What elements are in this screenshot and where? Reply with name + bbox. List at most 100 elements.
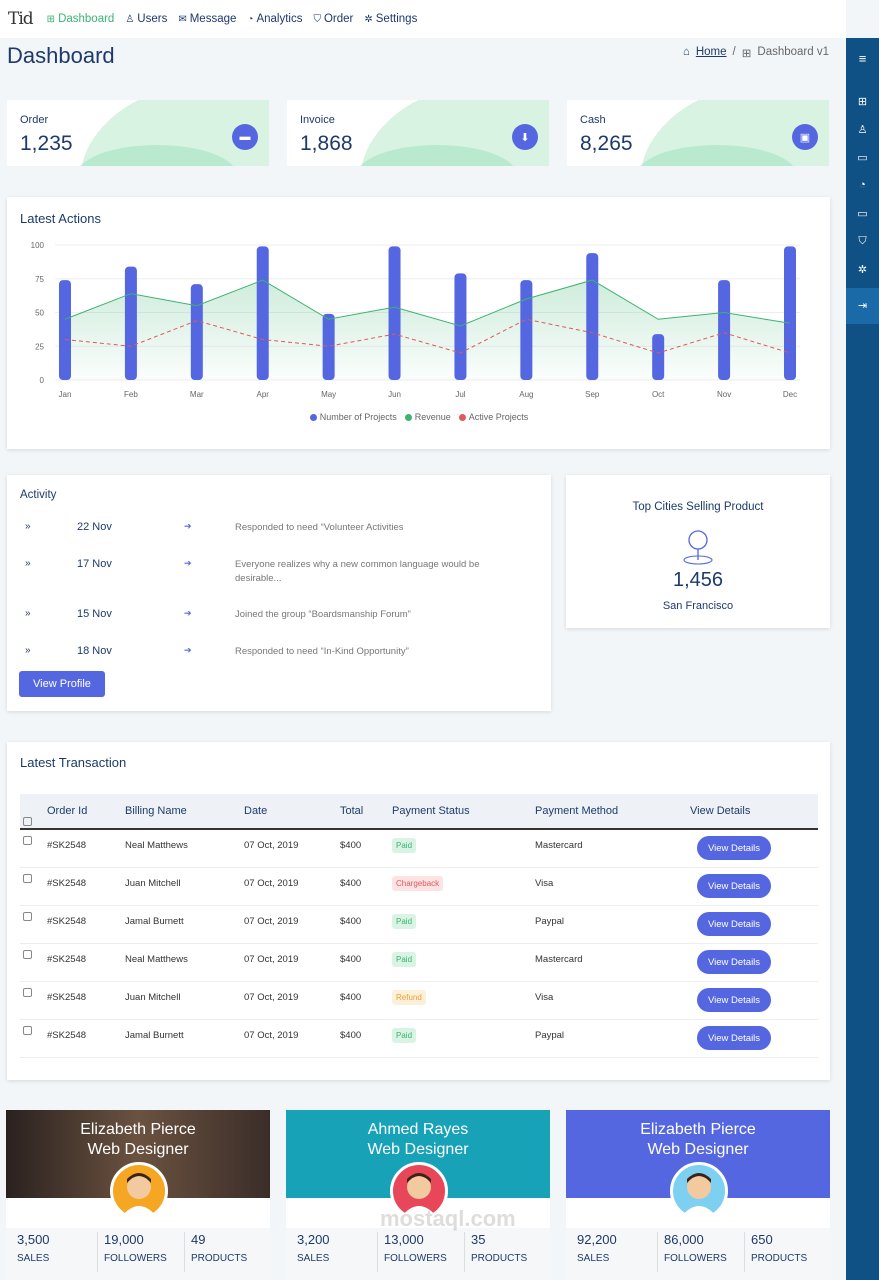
stat-card-order: Order 1,235 ▬ <box>7 100 269 166</box>
x-tick-label: Aug <box>519 390 533 399</box>
avatar[interactable] <box>390 1162 448 1220</box>
y-tick-label: 50 <box>35 309 44 318</box>
order-date: 07 Oct, 2019 <box>244 992 299 1003</box>
profile-card: Elizabeth Pierce Web Designer 3,500 SALES … <box>6 1110 270 1280</box>
latest-actions-chart: 0 25 50 75 100 Jan Feb Mar Apr May Jun Jul Aug Sep Oct… <box>31 241 800 399</box>
payment-method: Visa <box>535 878 554 889</box>
x-tick-label: May <box>321 390 336 399</box>
grid-icon: ⊞ <box>46 13 56 25</box>
stat-value: 1,868 <box>300 132 353 155</box>
order-total: $400 <box>340 954 362 965</box>
col-total[interactable]: Total <box>340 805 364 817</box>
active-projects-line <box>64 318 791 354</box>
nav-order[interactable]: ⛉ Order <box>313 13 354 25</box>
profile-products: 650 PRODUCTS <box>744 1232 807 1272</box>
y-tick-label: 25 <box>35 342 44 351</box>
avatar[interactable] <box>670 1162 728 1220</box>
view-details-button[interactable]: View Details <box>697 874 771 898</box>
bar-projects-oct <box>652 334 665 380</box>
top-cities-card: Top Cities Selling Product 1,456 San Fra… <box>566 475 830 628</box>
profile-sales: 3,500 SALES <box>17 1232 50 1264</box>
breadcrumb-home-link[interactable]: Home <box>695 46 727 58</box>
order-id: #SK2548 <box>47 1030 87 1041</box>
folder-icon: ▬ <box>232 124 258 150</box>
cart-icon: ⛉ <box>313 13 321 25</box>
view-details-button[interactable]: View Details <box>697 1026 771 1050</box>
billing-name: Neal Matthews <box>125 840 188 851</box>
nav-dashboard[interactable]: ⊞ Dashboard <box>46 13 115 25</box>
nav-analytics[interactable]: ◔ Analytics <box>247 13 303 25</box>
activity-title: Activity <box>20 489 57 501</box>
x-tick-label: Sep <box>585 390 600 399</box>
order-total: $400 <box>340 916 362 927</box>
status-badge: Chargeback <box>392 876 444 891</box>
cart-icon[interactable]: ⛉ <box>858 235 867 247</box>
col-payment-status[interactable]: Payment Status <box>392 805 470 817</box>
double-chevron-icon: » <box>25 608 31 619</box>
legend-item-projects[interactable]: Number of Projects <box>309 412 397 422</box>
legend-item-revenue[interactable]: Revenue <box>404 412 451 422</box>
x-tick-label: Dec <box>783 390 797 399</box>
bar-projects-dec <box>784 246 796 380</box>
status-badge: Paid <box>392 914 417 929</box>
order-date: 07 Oct, 2019 <box>244 1030 299 1041</box>
double-chevron-icon: » <box>25 645 31 656</box>
order-date: 07 Oct, 2019 <box>244 954 299 965</box>
stat-decoration <box>77 145 237 166</box>
logout-icon[interactable]: ⇥ <box>857 300 868 312</box>
message-icon[interactable]: ▭ <box>857 152 868 164</box>
top-cities-city: San Francisco <box>662 600 734 612</box>
col-view-details[interactable]: View Details <box>690 805 751 817</box>
avatar[interactable] <box>110 1162 168 1220</box>
stat-label: Order <box>20 114 49 126</box>
stat-label: Cash <box>580 114 606 126</box>
gear-icon[interactable]: ✲ <box>857 264 868 276</box>
double-chevron-icon: » <box>25 558 31 569</box>
menu-icon[interactable]: ≡ <box>858 51 867 66</box>
user-icon[interactable]: ♙ <box>857 124 868 136</box>
arrow-right-icon: ➔ <box>184 558 192 568</box>
view-details-button[interactable]: View Details <box>697 836 771 860</box>
billing-name: Jamal Burnett <box>125 916 184 927</box>
folder-icon[interactable]: ▭ <box>857 208 868 220</box>
grid-icon[interactable]: ⊞ <box>857 96 868 108</box>
order-id: #SK2548 <box>47 916 87 927</box>
x-tick-label: Feb <box>124 390 138 399</box>
latest-transaction-title: Latest Transaction <box>20 755 127 770</box>
bar-projects-jun <box>388 246 401 380</box>
col-date[interactable]: Date <box>244 805 268 817</box>
wallet-icon: ▣ <box>792 124 818 150</box>
col-billing-name[interactable]: Billing Name <box>125 805 187 817</box>
bar-projects-aug <box>520 280 533 380</box>
user-icon: ♙ <box>125 13 135 25</box>
view-details-button[interactable]: View Details <box>697 988 771 1012</box>
breadcrumb-separator: / <box>732 46 736 58</box>
view-details-button[interactable]: View Details <box>697 950 771 974</box>
col-order-id[interactable]: Order Id <box>47 805 88 817</box>
profile-sales: 3,200 SALES <box>297 1232 330 1264</box>
payment-method: Paypal <box>535 1030 565 1041</box>
revenue-line <box>64 279 791 327</box>
nav-settings[interactable]: ✲ Settings <box>364 13 418 25</box>
status-badge: Refund <box>392 990 426 1005</box>
nav-message[interactable]: ✉ Message <box>178 13 237 25</box>
nav-users[interactable]: ♙ Users <box>125 13 168 25</box>
home-icon: ⌂ <box>682 46 690 58</box>
transaction-table-header: Order Id Billing Name Date Total Payment… <box>20 794 818 830</box>
legend-item-active-projects[interactable]: Active Projects <box>458 412 528 422</box>
app-logo[interactable]: Tid <box>8 9 34 29</box>
view-details-button[interactable]: View Details <box>697 912 771 936</box>
bar-projects-apr <box>256 246 269 380</box>
page-title: Dashboard <box>7 43 115 68</box>
watermark: mostaql.com <box>380 1206 516 1231</box>
bar-projects-nov <box>718 280 731 380</box>
stat-value: 8,265 <box>580 132 633 155</box>
double-chevron-icon: » <box>25 521 31 532</box>
order-id: #SK2548 <box>47 840 87 851</box>
stat-decoration <box>637 145 797 166</box>
table-row: #SK2548 Juan Mitchell 07 Oct, 2019 $400 … <box>20 982 818 1020</box>
view-profile-button[interactable]: View Profile <box>19 671 105 697</box>
bar-projects-feb <box>124 266 137 380</box>
pie-chart-icon[interactable]: ◔ <box>859 179 866 191</box>
col-payment-method[interactable]: Payment Method <box>535 805 619 817</box>
